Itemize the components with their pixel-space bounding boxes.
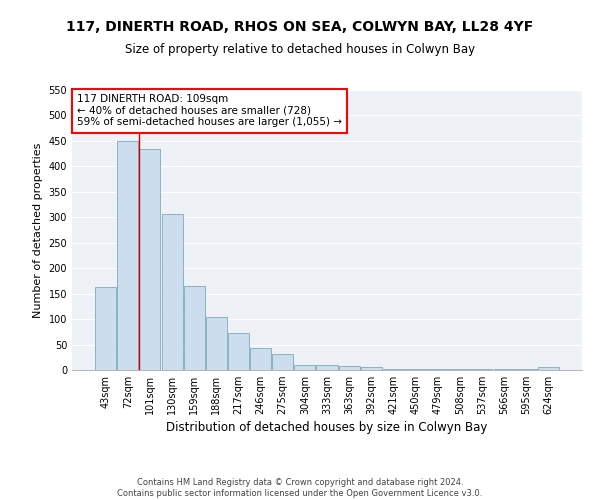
Bar [118, 141, 139, 370]
Bar [361, 368, 382, 370]
Bar [250, 348, 271, 370]
X-axis label: Distribution of detached houses by size in Colwyn Bay: Distribution of detached houses by size … [166, 422, 488, 434]
Text: Contains HM Land Registry data © Crown copyright and database right 2024.
Contai: Contains HM Land Registry data © Crown c… [118, 478, 482, 498]
Bar [95, 287, 116, 370]
Bar [161, 214, 182, 370]
Bar [515, 369, 536, 370]
Bar [538, 368, 559, 370]
Bar [338, 366, 359, 370]
Bar [427, 369, 448, 370]
Bar [139, 148, 160, 370]
Bar [316, 365, 338, 370]
Bar [228, 333, 249, 370]
Bar [272, 354, 293, 370]
Bar [295, 365, 316, 370]
Bar [184, 286, 205, 370]
Text: 117 DINERTH ROAD: 109sqm
← 40% of detached houses are smaller (728)
59% of semi-: 117 DINERTH ROAD: 109sqm ← 40% of detach… [77, 94, 342, 128]
Bar [405, 369, 426, 370]
Bar [494, 369, 515, 370]
Text: 117, DINERTH ROAD, RHOS ON SEA, COLWYN BAY, LL28 4YF: 117, DINERTH ROAD, RHOS ON SEA, COLWYN B… [67, 20, 533, 34]
Y-axis label: Number of detached properties: Number of detached properties [33, 142, 43, 318]
Bar [449, 369, 470, 370]
Bar [383, 369, 404, 370]
Text: Size of property relative to detached houses in Colwyn Bay: Size of property relative to detached ho… [125, 42, 475, 56]
Bar [472, 369, 493, 370]
Bar [206, 316, 227, 370]
